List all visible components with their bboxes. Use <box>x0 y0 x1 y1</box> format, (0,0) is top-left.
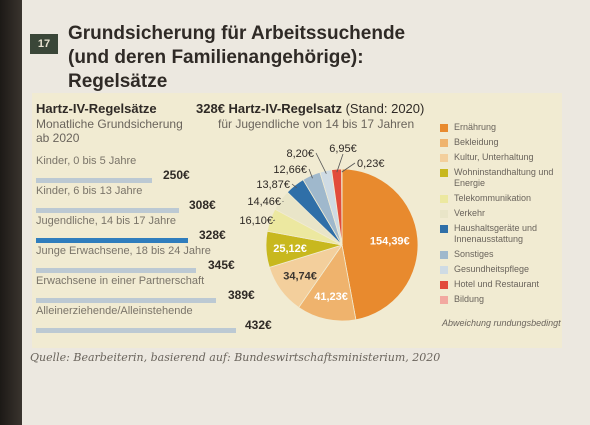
rounding-note: Abweichung rundungsbedingt <box>442 318 561 328</box>
legend-swatch <box>440 139 448 147</box>
pie-value-label: 8,20€ <box>286 148 314 160</box>
pie-value-label: 12,66€ <box>273 164 307 176</box>
legend-swatch <box>440 124 448 132</box>
pie-value-label: 0,23€ <box>357 158 385 170</box>
legend-item: Bekleidung <box>440 137 565 148</box>
source-line: Quelle: Bearbeiterin, basierend auf: Bun… <box>30 351 441 364</box>
bar-category-label: Kinder, 6 bis 13 Jahre <box>36 185 143 197</box>
bar <box>36 328 236 333</box>
legend-item: Telekommunikation <box>440 193 565 204</box>
pie-title-bold: 328€ Hartz-IV-Regelsatz <box>196 101 342 116</box>
pie-title-rest: (Stand: 2020) <box>341 101 425 116</box>
bar <box>36 238 188 243</box>
pie-leader-line <box>272 219 276 222</box>
bar-category-label: Erwachsene in einer Partnerschaft <box>36 275 205 287</box>
bar <box>36 298 217 303</box>
pie-value-label: 13,87€ <box>256 179 290 191</box>
bar <box>36 178 152 183</box>
page-shadow <box>0 0 22 425</box>
pie-value-label: 41,23€ <box>314 291 348 303</box>
legend-swatch <box>440 154 448 162</box>
bar <box>36 268 196 273</box>
legend-item: Ernährung <box>440 122 565 133</box>
legend-label: Ernährung <box>454 122 497 132</box>
legend-swatch <box>440 296 448 304</box>
bar-value-label: 432€ <box>245 318 272 332</box>
legend-label: Verkehr <box>454 208 486 218</box>
legend-label: Telekommunikation <box>454 193 532 203</box>
pie-value-label: 16,10€ <box>239 215 273 227</box>
bar-chart-title: Hartz-IV-Regelsätze <box>36 101 157 116</box>
bar-chart-subtitle-line-1: Monatliche Grundsicherung <box>36 117 183 131</box>
bar-chart-subtitle-line-2: ab 2020 <box>36 131 80 145</box>
legend-item: Bildung <box>440 294 565 305</box>
legend-swatch <box>440 225 448 233</box>
legend-label: Gesundheitspflege <box>454 264 530 274</box>
title-line-2: (und deren Familienangehörige): Regelsät… <box>68 47 364 92</box>
pie-leader-line <box>336 153 344 173</box>
pie-chart-subtitle: für Jugendliche von 14 bis 17 Jahren <box>218 117 415 131</box>
figure-number-badge: 17 <box>30 34 58 54</box>
bar-category-label: Junge Erwachsene, 18 bis 24 Jahre <box>36 245 211 257</box>
figure-title: Grundsicherung für Arbeitssuchende (und … <box>68 22 468 94</box>
legend-label: Haushaltsgeräte und Innenausstattung <box>454 223 538 244</box>
bar-value-label: 389€ <box>228 288 255 302</box>
pie-chart-title: 328€ Hartz-IV-Regelsatz (Stand: 2020) <box>196 101 424 116</box>
pie-value-label: 154,39€ <box>370 236 410 248</box>
legend-item: Verkehr <box>440 208 565 219</box>
pie-value-label: 14,46€ <box>247 196 281 208</box>
bar-category-label: Jugendliche, 14 bis 17 Jahre <box>36 215 177 227</box>
bar-category-label: Alleinerziehende/Alleinstehende <box>36 305 193 317</box>
pie-leader-line <box>341 162 356 173</box>
legend-item: Sonstiges <box>440 249 565 260</box>
pie-slice <box>341 168 419 321</box>
title-line-1: Grundsicherung für Arbeitssuchende <box>68 23 406 44</box>
legend-label: Bekleidung <box>454 137 499 147</box>
pie-legend: Ernährung Bekleidung Kultur, Unterhaltung W… <box>440 122 565 309</box>
legend-swatch <box>440 169 448 177</box>
pie-value-label: 34,74€ <box>283 271 317 283</box>
pie-value-label: 25,12€ <box>273 243 307 255</box>
bar-value-label: 250€ <box>163 168 190 182</box>
legend-swatch <box>440 251 448 259</box>
pie-leader-line <box>315 152 327 174</box>
bar-value-label: 345€ <box>208 258 235 272</box>
pie-leader-line <box>308 168 313 179</box>
legend-item: Gesundheitspflege <box>440 264 565 275</box>
legend-label: Hotel und Restaurant <box>454 279 540 289</box>
pie-leader-line <box>291 183 297 189</box>
legend-label: Wohninstandhaltung und Energie <box>454 167 554 188</box>
bar-value-label: 328€ <box>199 228 226 242</box>
legend-label: Kultur, Unterhaltung <box>454 152 534 162</box>
bar-category-label: Kinder, 0 bis 5 Jahre <box>36 155 137 167</box>
pie-value-label: 6,95€ <box>329 143 357 155</box>
bar-chart-subtitle: Monatliche Grundsicherung ab 2020 <box>36 117 196 145</box>
bar <box>36 208 179 213</box>
legend-label: Bildung <box>454 294 485 304</box>
legend-item: Haushaltsgeräte und Innenausstattung <box>440 223 565 245</box>
legend-swatch <box>440 266 448 274</box>
pie-slice <box>298 243 357 322</box>
legend-item: Hotel und Restaurant <box>440 279 565 290</box>
legend-swatch <box>440 281 448 289</box>
legend-item: Kultur, Unterhaltung <box>440 152 565 163</box>
legend-item: Wohninstandhaltung und Energie <box>440 167 565 189</box>
legend-swatch <box>440 210 448 218</box>
legend-swatch <box>440 195 448 203</box>
legend-label: Sonstiges <box>454 249 494 259</box>
bar-value-label: 308€ <box>189 198 216 212</box>
